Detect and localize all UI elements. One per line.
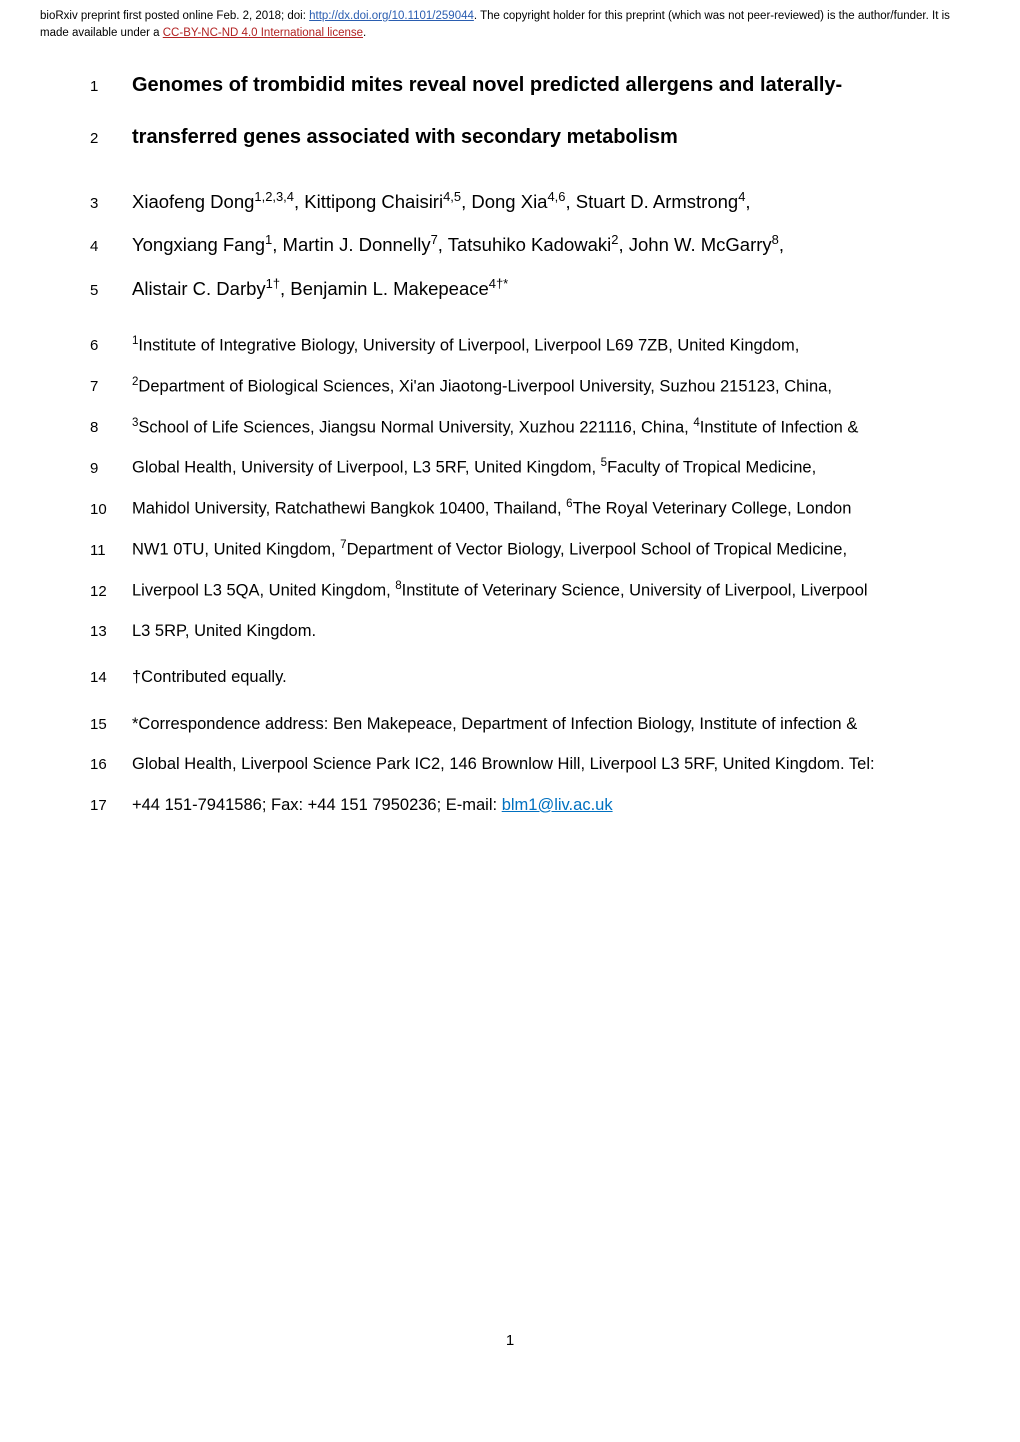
line-text: 2Department of Biological Sciences, Xi'a…	[132, 373, 930, 400]
line-number: 6	[90, 337, 132, 354]
spacing	[90, 173, 930, 187]
page-number: 1	[0, 1332, 1020, 1349]
line-number: 11	[90, 542, 132, 559]
line-number: 17	[90, 797, 132, 814]
preprint-header: bioRxiv preprint first posted online Feb…	[0, 0, 1020, 49]
line-number: 14	[90, 669, 132, 686]
manuscript-line: 3Xiaofeng Dong1,2,3,4, Kittipong Chaisir…	[90, 187, 930, 217]
line-text: *Correspondence address: Ben Makepeace, …	[132, 711, 930, 737]
line-number: 9	[90, 460, 132, 477]
manuscript-line: 2transferred genes associated with secon…	[90, 121, 930, 153]
manuscript-line: 61Institute of Integrative Biology, Univ…	[90, 332, 930, 359]
spacing	[90, 318, 930, 332]
manuscript-line: 17+44 151-7941586; Fax: +44 151 7950236;…	[90, 792, 930, 818]
line-number: 5	[90, 282, 132, 299]
doi-link[interactable]: http://dx.doi.org/10.1101/259044	[309, 10, 474, 22]
manuscript-line: 11NW1 0TU, United Kingdom, 7Department o…	[90, 536, 930, 563]
line-number: 13	[90, 623, 132, 640]
line-text: Mahidol University, Ratchathewi Bangkok …	[132, 495, 930, 522]
email-link[interactable]: blm1@liv.ac.uk	[502, 796, 613, 814]
line-text: 1Institute of Integrative Biology, Unive…	[132, 332, 930, 359]
manuscript-line: 9Global Health, University of Liverpool,…	[90, 454, 930, 481]
manuscript-line: 1Genomes of trombidid mites reveal novel…	[90, 69, 930, 101]
line-number: 1	[90, 78, 132, 95]
line-text: Global Health, University of Liverpool, …	[132, 454, 930, 481]
line-number: 15	[90, 716, 132, 733]
line-number: 8	[90, 419, 132, 436]
line-text: 3School of Life Sciences, Jiangsu Normal…	[132, 414, 930, 441]
line-text: NW1 0TU, United Kingdom, 7Department of …	[132, 536, 930, 563]
manuscript-line: 15*Correspondence address: Ben Makepeace…	[90, 711, 930, 737]
manuscript-line: 13L3 5RP, United Kingdom.	[90, 618, 930, 644]
manuscript-line: 12Liverpool L3 5QA, United Kingdom, 8Ins…	[90, 577, 930, 604]
manuscript-line: 16Global Health, Liverpool Science Park …	[90, 751, 930, 777]
line-number: 16	[90, 756, 132, 773]
header-suffix: .	[363, 27, 366, 39]
header-prefix: bioRxiv preprint first posted online Feb…	[40, 10, 309, 22]
paper-body: 1Genomes of trombidid mites reveal novel…	[0, 49, 1020, 872]
manuscript-line: 14†Contributed equally.	[90, 664, 930, 690]
manuscript-line: 10Mahidol University, Ratchathewi Bangko…	[90, 495, 930, 522]
line-number: 10	[90, 501, 132, 518]
line-text: †Contributed equally.	[132, 664, 930, 690]
line-text: Genomes of trombidid mites reveal novel …	[132, 69, 930, 101]
line-text: Global Health, Liverpool Science Park IC…	[132, 751, 930, 777]
manuscript-line: 5Alistair C. Darby1†, Benjamin L. Makepe…	[90, 274, 930, 304]
line-number: 2	[90, 130, 132, 147]
manuscript-line: 83School of Life Sciences, Jiangsu Norma…	[90, 414, 930, 441]
manuscript-line: 72Department of Biological Sciences, Xi'…	[90, 373, 930, 400]
line-number: 12	[90, 583, 132, 600]
line-number: 7	[90, 378, 132, 395]
line-number: 3	[90, 195, 132, 212]
license-link[interactable]: CC-BY-NC-ND 4.0 International license	[163, 27, 363, 39]
manuscript-line: 4Yongxiang Fang1, Martin J. Donnelly7, T…	[90, 230, 930, 260]
line-number: 4	[90, 238, 132, 255]
line-text: +44 151-7941586; Fax: +44 151 7950236; E…	[132, 792, 930, 818]
line-text: Liverpool L3 5QA, United Kingdom, 8Insti…	[132, 577, 930, 604]
line-text: Xiaofeng Dong1,2,3,4, Kittipong Chaisiri…	[132, 187, 930, 217]
line-text: transferred genes associated with second…	[132, 121, 930, 153]
line-text: Yongxiang Fang1, Martin J. Donnelly7, Ta…	[132, 230, 930, 260]
line-text: L3 5RP, United Kingdom.	[132, 618, 930, 644]
line-text: Alistair C. Darby1†, Benjamin L. Makepea…	[132, 274, 930, 304]
